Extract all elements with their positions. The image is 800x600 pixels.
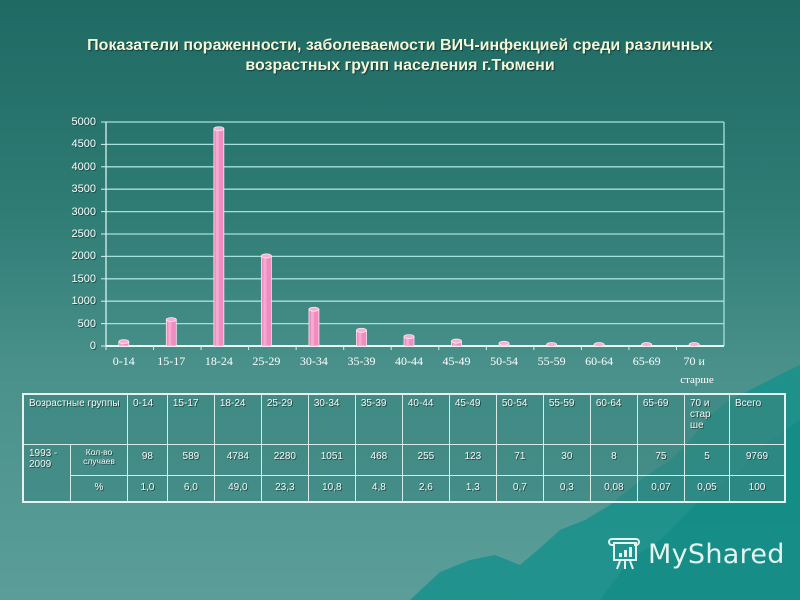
watermark-text: MyShared [648, 538, 785, 570]
x-tick-label: 25-29 [252, 354, 281, 368]
table-cell: 4,8 [354, 474, 403, 503]
table-col-header: 70 и стар ше [684, 393, 730, 445]
y-tick-label: 4000 [71, 160, 96, 173]
table-col-header: 45-49 [448, 393, 497, 445]
table-cell: 0,05 [684, 474, 730, 503]
table-cell: 0,07 [636, 474, 686, 503]
table-cell: 1,0 [127, 474, 168, 503]
table-cell: 8 [589, 443, 638, 476]
table-col-header: 15-17 [166, 393, 215, 445]
table-cell: 1,3 [448, 474, 497, 503]
table-col-header: 50-54 [495, 393, 544, 445]
table-cell: 75 [636, 443, 686, 476]
table-cell: 100 [729, 474, 786, 503]
chart-plot [101, 121, 725, 350]
table-cell: 9769 [729, 443, 786, 476]
table-cell: 2,6 [401, 474, 450, 503]
table-col-header: 60-64 [589, 393, 638, 445]
title-line-1: Показатели пораженности, заболеваемости … [87, 37, 713, 54]
myshared-watermark[interactable]: MyShared [608, 536, 785, 572]
x-tick-label: 18-24 [204, 354, 233, 368]
y-tick-label: 1500 [71, 272, 96, 285]
x-label-70-line2: старше [680, 374, 714, 386]
x-tick-label: 70 и [683, 354, 705, 368]
y-tick-label: 2500 [71, 228, 96, 240]
table-col-header: 30-34 [307, 393, 356, 445]
table-cell: 123 [448, 443, 497, 476]
table-col-header: 35-39 [354, 393, 403, 445]
table-cell: 0,7 [495, 474, 544, 503]
x-tick-label: 55-59 [537, 354, 566, 368]
slide-title: Показатели пораженности, заболеваемости … [40, 36, 760, 76]
table-row-label: Кол-во случаев [70, 443, 128, 476]
table-col-header: 18-24 [213, 393, 262, 445]
table-period: 1993 - 2009 [22, 443, 71, 503]
table-cell: 255 [401, 443, 450, 476]
y-tick-label: 500 [77, 317, 96, 330]
x-tick-label: 30-34 [299, 354, 328, 368]
table-col-header: 40-44 [401, 393, 450, 445]
table-cell: 468 [354, 443, 403, 476]
table-cell: 23,3 [260, 474, 309, 503]
bar-chart: 0 500 1000 1500 2000 2500 3000 3500 4000 4500 5000… [71, 116, 725, 386]
table-row: 1993 - 2009 Кол-во случаев 98 589 4784 2… [22, 443, 786, 503]
table-col-header: 55-59 [542, 393, 591, 445]
table-header-row: Возрастные группы 0-14 15-17 18-24 25-29… [22, 393, 786, 445]
x-tick-label: 45-49 [442, 354, 471, 368]
y-tick-label: 0 [89, 340, 96, 352]
x-tick-label: 35-39 [347, 354, 376, 368]
y-tick-label: 5000 [71, 116, 96, 128]
table-cell: 6,0 [166, 474, 215, 503]
table-cell: 98 [127, 443, 168, 476]
table-cell: 49,0 [213, 474, 262, 503]
y-tick-label: 3000 [71, 205, 96, 218]
table-cell: 30 [542, 443, 591, 476]
y-tick-label: 1000 [71, 295, 96, 308]
table-cell: 4784 [213, 443, 262, 476]
data-table: Возрастные группы 0-14 15-17 18-24 25-29… [22, 393, 786, 503]
x-tick-label: 50-54 [490, 354, 519, 368]
table-row-label: % [70, 474, 128, 503]
x-tick-label: 65-69 [632, 354, 661, 368]
table-cell: 589 [166, 443, 215, 476]
x-tick-label: 15-17 [157, 354, 186, 368]
table-cell: 0,08 [589, 474, 638, 503]
table-header-label: Возрастные группы [22, 393, 128, 445]
title-line-2: возрастных групп населения г.Тюмени [245, 57, 555, 74]
table-col-header: 65-69 [636, 393, 686, 445]
y-tick-label: 2000 [71, 250, 96, 263]
presentation-board-icon [608, 538, 640, 570]
table-col-header: 25-29 [260, 393, 309, 445]
table-cell: 10,8 [307, 474, 356, 503]
table-cell: 5 [684, 443, 730, 476]
table-cell: 1051 [307, 443, 356, 476]
table-cell: 0,3 [542, 474, 591, 503]
y-tick-label: 4500 [71, 138, 96, 151]
table-row: % 1,0 6,0 49,0 23,3 10,8 4,8 2,6 1,3 0,7… [23, 474, 786, 503]
table-cell: 71 [495, 443, 544, 476]
x-tick-label: 60-64 [585, 354, 614, 368]
table-cell: 2280 [260, 443, 309, 476]
table-col-header: 0-14 [127, 393, 168, 445]
table-col-header: Всего [729, 393, 786, 445]
x-tick-label: 0-14 [112, 354, 135, 368]
y-tick-label: 3500 [71, 183, 96, 196]
x-tick-label: 40-44 [395, 354, 423, 368]
